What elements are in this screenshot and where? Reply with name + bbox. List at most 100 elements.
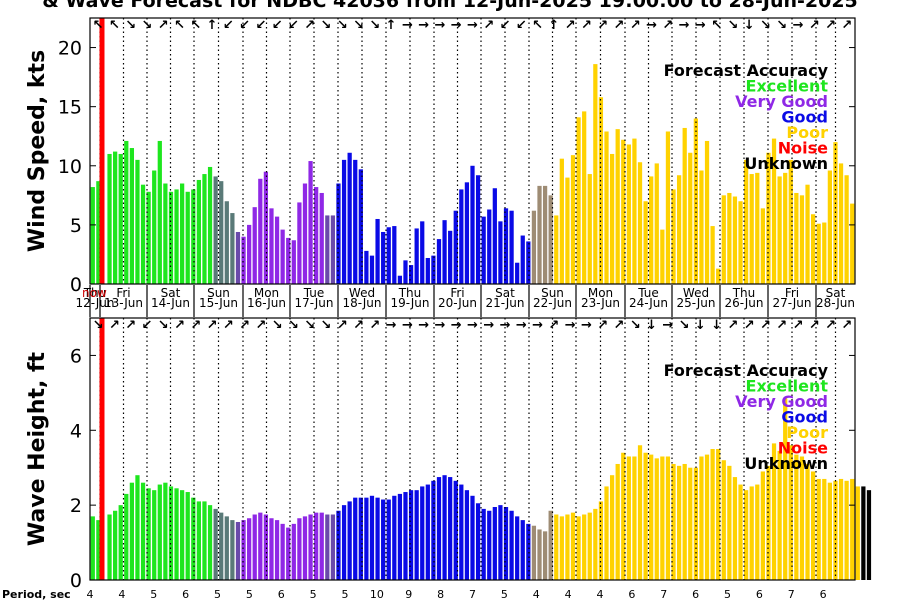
now-label: now: [82, 286, 107, 300]
direction-arrow: ↗: [304, 18, 315, 33]
direction-arrow: →: [467, 318, 478, 333]
direction-arrow: ↗: [825, 18, 836, 33]
wind-bar: [788, 159, 793, 284]
direction-arrow: ↙: [272, 18, 283, 33]
wind-bar: [459, 189, 464, 284]
day-date-label: 17-Jun: [294, 296, 333, 310]
wind-bar: [308, 161, 313, 284]
wind-bar: [604, 131, 609, 284]
direction-arrow: ↓: [695, 318, 706, 333]
wind-bar: [498, 221, 503, 284]
wave-bar: [157, 484, 162, 580]
wind-bar: [319, 192, 324, 284]
wind-bar: [358, 169, 363, 284]
direction-arrow: ↓: [711, 318, 722, 333]
period-value: 6: [278, 588, 285, 600]
period-value: 4: [597, 588, 604, 600]
wave-bar: [537, 529, 542, 580]
wind-bar: [269, 208, 274, 284]
wind-bar: [464, 182, 470, 284]
wave-bar: [766, 465, 771, 580]
wave-bar: [174, 488, 179, 580]
day-date-label: 26-Jun: [724, 296, 763, 310]
wind-bar: [207, 166, 213, 284]
wind-bar: [777, 176, 782, 284]
direction-arrow: ↑: [386, 18, 397, 33]
wave-bar: [660, 456, 665, 580]
wind-bar: [732, 196, 738, 284]
wave-bar: [386, 499, 391, 580]
direction-arrow: ↘: [142, 18, 153, 33]
period-value: 5: [310, 588, 317, 600]
wind-bar: [397, 275, 403, 284]
direction-arrow: ↗: [793, 318, 804, 333]
wind-bar: [302, 183, 308, 284]
wind-bar: [682, 127, 687, 284]
wave-bar: [855, 486, 860, 580]
wind-bar: [565, 177, 570, 284]
wind-y-axis-label: Wind Speed, kts: [25, 50, 50, 252]
wind-bar: [626, 144, 631, 284]
direction-arrow: →: [646, 18, 657, 33]
wave-bar: [258, 512, 263, 580]
wave-bar: [146, 488, 151, 580]
direction-arrow: ↙: [223, 18, 234, 33]
wave-bar: [542, 531, 548, 580]
wind-bar: [163, 183, 168, 284]
direction-arrow: ↗: [760, 318, 771, 333]
period-value: 4: [118, 588, 125, 600]
direction-arrow: ↘: [93, 318, 104, 333]
wind-axes-box: [89, 17, 856, 285]
direction-arrow: ↓: [646, 318, 657, 333]
day-name-label: Sat: [495, 286, 515, 300]
direction-arrow: →: [451, 318, 462, 333]
period-value: 7: [660, 588, 667, 600]
wave-bar: [347, 501, 352, 580]
period-value: 7: [788, 588, 795, 600]
direction-arrow: ↙: [516, 18, 527, 33]
wind-bar: [196, 179, 201, 284]
y-tick-label: 15: [58, 97, 82, 119]
day-name-label: Sat: [161, 286, 181, 300]
wave-bar: [269, 518, 274, 580]
wind-bar: [408, 265, 414, 284]
direction-arrow: →: [402, 18, 413, 33]
period-value: 4: [565, 588, 572, 600]
wave-bar: [90, 516, 95, 580]
wave-bar: [107, 514, 112, 580]
wind-bar: [442, 220, 447, 284]
wind-bar: [235, 231, 241, 284]
wave-bar: [805, 463, 810, 580]
wind-bar: [531, 210, 537, 284]
direction-arrow: →: [467, 18, 478, 33]
direction-arrow: ↗: [174, 318, 185, 333]
wave-bar: [113, 510, 118, 580]
wind-bar: [230, 213, 235, 284]
wave-bar: [509, 510, 514, 580]
wave-bar: [604, 486, 609, 580]
direction-arrow: ↗: [776, 318, 787, 333]
wave-bar: [654, 458, 659, 580]
wind-bar: [727, 192, 732, 284]
wind-bar: [593, 64, 598, 284]
day-name-label: Sat: [826, 286, 846, 300]
wind-bar: [771, 138, 777, 284]
direction-arrow: ↗: [597, 18, 608, 33]
wind-bar: [475, 175, 481, 284]
period-value: 5: [214, 588, 221, 600]
wind-bar: [140, 184, 146, 284]
wind-bar: [90, 187, 95, 284]
direction-arrow: ↗: [158, 18, 169, 33]
wind-bar: [794, 192, 799, 284]
day-name-label: Fri: [785, 286, 799, 300]
direction-arrow: ↗: [565, 18, 576, 33]
direction-arrow: ↗: [581, 18, 592, 33]
direction-arrow: ↘: [353, 18, 364, 33]
wave-bar: [140, 482, 146, 580]
wave-bar: [732, 477, 738, 580]
wind-bar: [436, 239, 442, 284]
wave-bar: [241, 520, 246, 580]
wave-bar: [565, 514, 570, 580]
wind-bar: [637, 162, 643, 284]
wind-bar: [822, 222, 827, 284]
